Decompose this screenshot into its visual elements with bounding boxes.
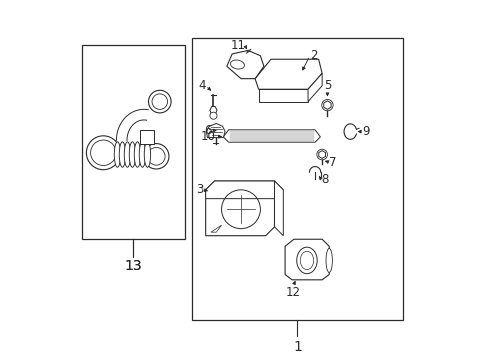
Text: 2: 2 — [309, 49, 317, 62]
Text: 4: 4 — [198, 79, 205, 92]
Bar — [140, 130, 154, 144]
Text: 8: 8 — [321, 173, 328, 186]
Text: 3: 3 — [195, 183, 203, 196]
Ellipse shape — [129, 142, 135, 167]
Ellipse shape — [139, 142, 145, 167]
Polygon shape — [318, 150, 325, 158]
Polygon shape — [205, 181, 274, 236]
Text: 13: 13 — [124, 259, 142, 273]
Polygon shape — [209, 107, 217, 114]
Polygon shape — [323, 101, 330, 109]
Polygon shape — [274, 181, 283, 236]
Text: 5: 5 — [323, 79, 330, 92]
Circle shape — [209, 112, 217, 119]
Bar — [191, 38, 403, 320]
Text: 13: 13 — [124, 258, 142, 273]
Polygon shape — [205, 181, 283, 199]
Ellipse shape — [124, 142, 130, 167]
Bar — [82, 45, 184, 239]
Ellipse shape — [114, 142, 121, 167]
Text: 11: 11 — [230, 39, 244, 52]
Polygon shape — [206, 123, 224, 138]
Polygon shape — [285, 239, 328, 280]
Polygon shape — [255, 59, 322, 89]
Text: 12: 12 — [285, 286, 300, 299]
Ellipse shape — [119, 142, 125, 167]
Text: 6: 6 — [204, 124, 212, 137]
Ellipse shape — [134, 142, 141, 167]
Text: 10: 10 — [200, 130, 215, 143]
Polygon shape — [307, 73, 322, 102]
Polygon shape — [258, 89, 307, 102]
Text: 1: 1 — [292, 340, 301, 354]
Ellipse shape — [325, 248, 332, 273]
Ellipse shape — [144, 142, 150, 167]
Polygon shape — [226, 50, 264, 78]
Text: 7: 7 — [328, 156, 336, 169]
Polygon shape — [223, 130, 320, 142]
Text: 9: 9 — [362, 125, 369, 138]
